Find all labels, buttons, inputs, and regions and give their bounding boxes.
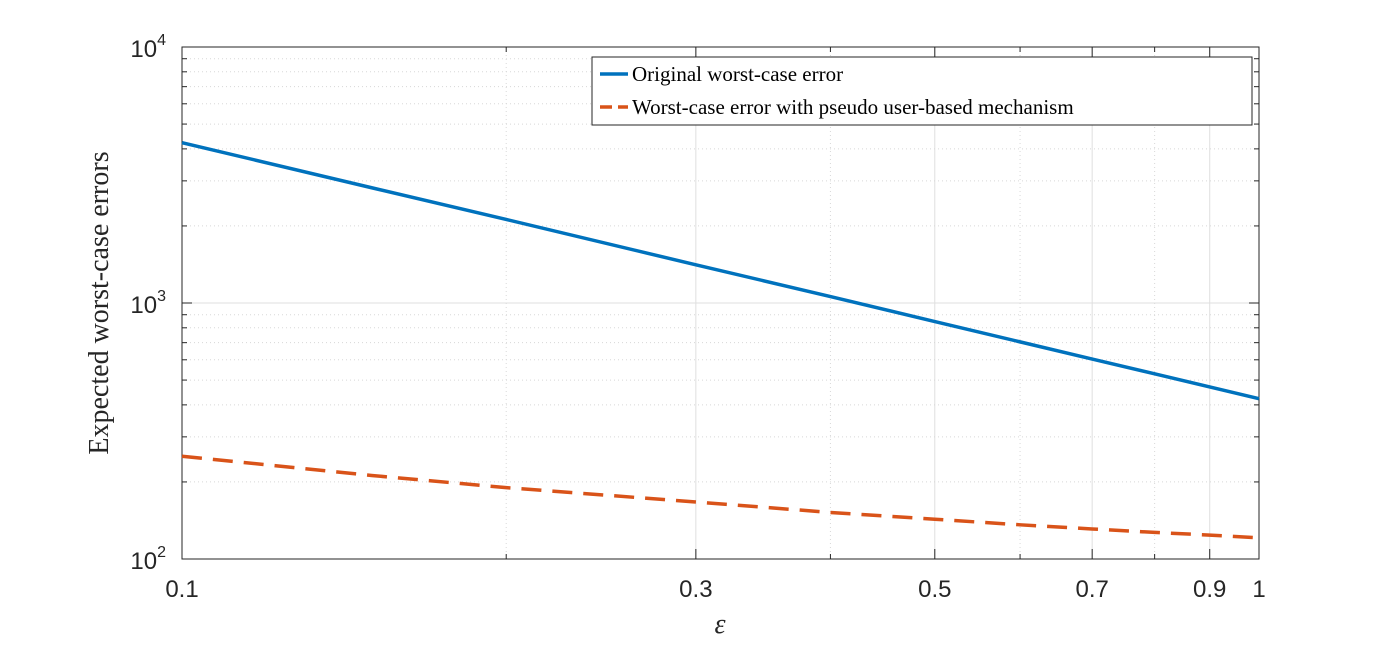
y-axis-title: Expected worst-case errors: [84, 151, 115, 454]
y-tick-label: 102: [130, 544, 166, 575]
series-layer: [181, 140, 1260, 540]
y-axis-tick-labels: 102 103 104: [130, 32, 166, 575]
y-tick-label: 103: [130, 288, 166, 319]
series-line-2: [181, 454, 1260, 540]
x-tick-label: 0.5: [918, 576, 951, 603]
y-tick-label: 104: [130, 32, 166, 63]
legend-label-2: Worst-case error with pseudo user-based …: [632, 95, 1074, 119]
legend-label-1: Original worst-case error: [632, 62, 843, 86]
legend: Original worst-case error Worst-case erro…: [591, 56, 1253, 126]
x-tick-label: 0.9: [1193, 576, 1226, 603]
x-tick-label: 0.7: [1075, 576, 1108, 603]
x-tick-label: 0.3: [679, 576, 712, 603]
x-axis-title: ε: [714, 609, 725, 640]
x-tick-label: 0.1: [165, 576, 198, 603]
x-axis-tick-labels: 0.1 0.3 0.5 0.7 0.9 1: [165, 576, 1265, 603]
x-tick-label: 1: [1252, 576, 1265, 603]
axis-ticks: [181, 46, 1260, 560]
legend-box: [591, 56, 1253, 126]
series-line-1: [181, 140, 1260, 401]
